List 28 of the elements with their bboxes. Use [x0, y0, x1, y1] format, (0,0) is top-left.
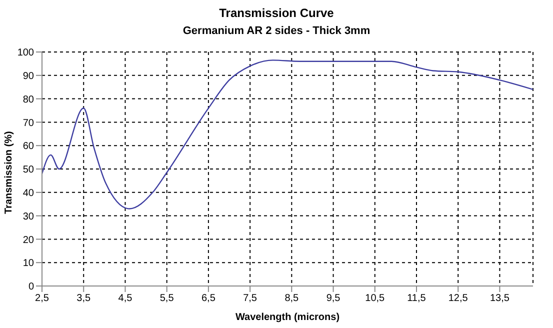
x-tick-label: 10,5	[365, 293, 386, 304]
x-tick-label: 9,5	[326, 293, 341, 304]
y-tick-label: 70	[22, 118, 34, 129]
chart-title: Transmission Curve	[218, 6, 335, 20]
y-axis-title: Transmission (%)	[4, 131, 15, 214]
x-tick-label: 2,5	[35, 293, 50, 304]
x-tick-label: 6,5	[201, 293, 216, 304]
y-tick-label: 30	[22, 211, 34, 222]
y-tick-label: 90	[22, 70, 34, 82]
x-tick-label: 4,5	[118, 293, 133, 304]
x-tick-label: 12,5	[448, 293, 468, 304]
y-tick-label: 20	[22, 234, 34, 246]
x-tick-label: 3,5	[76, 293, 91, 304]
x-tick-label: 5,5	[160, 293, 174, 304]
y-tick-label: 40	[22, 188, 34, 199]
y-tick-label: 10	[22, 258, 34, 270]
x-tick-label: 7,5	[243, 293, 258, 304]
line-series	[42, 60, 533, 210]
y-tick-label: 0	[28, 282, 34, 293]
chart-subtitle: Germanium AR 2 sides - Thick 3mm	[182, 25, 372, 37]
x-tick-label: 13,5	[490, 293, 510, 304]
y-tick-label: 100	[17, 48, 34, 59]
y-tick-label: 60	[22, 141, 34, 152]
x-tick-label: 11,5	[407, 293, 426, 304]
y-tick-label: 50	[22, 164, 34, 176]
x-axis-title: Wavelength (microns)	[235, 312, 340, 323]
x-tick-label: 8,5	[284, 293, 300, 304]
y-tick-label: 80	[22, 94, 34, 106]
